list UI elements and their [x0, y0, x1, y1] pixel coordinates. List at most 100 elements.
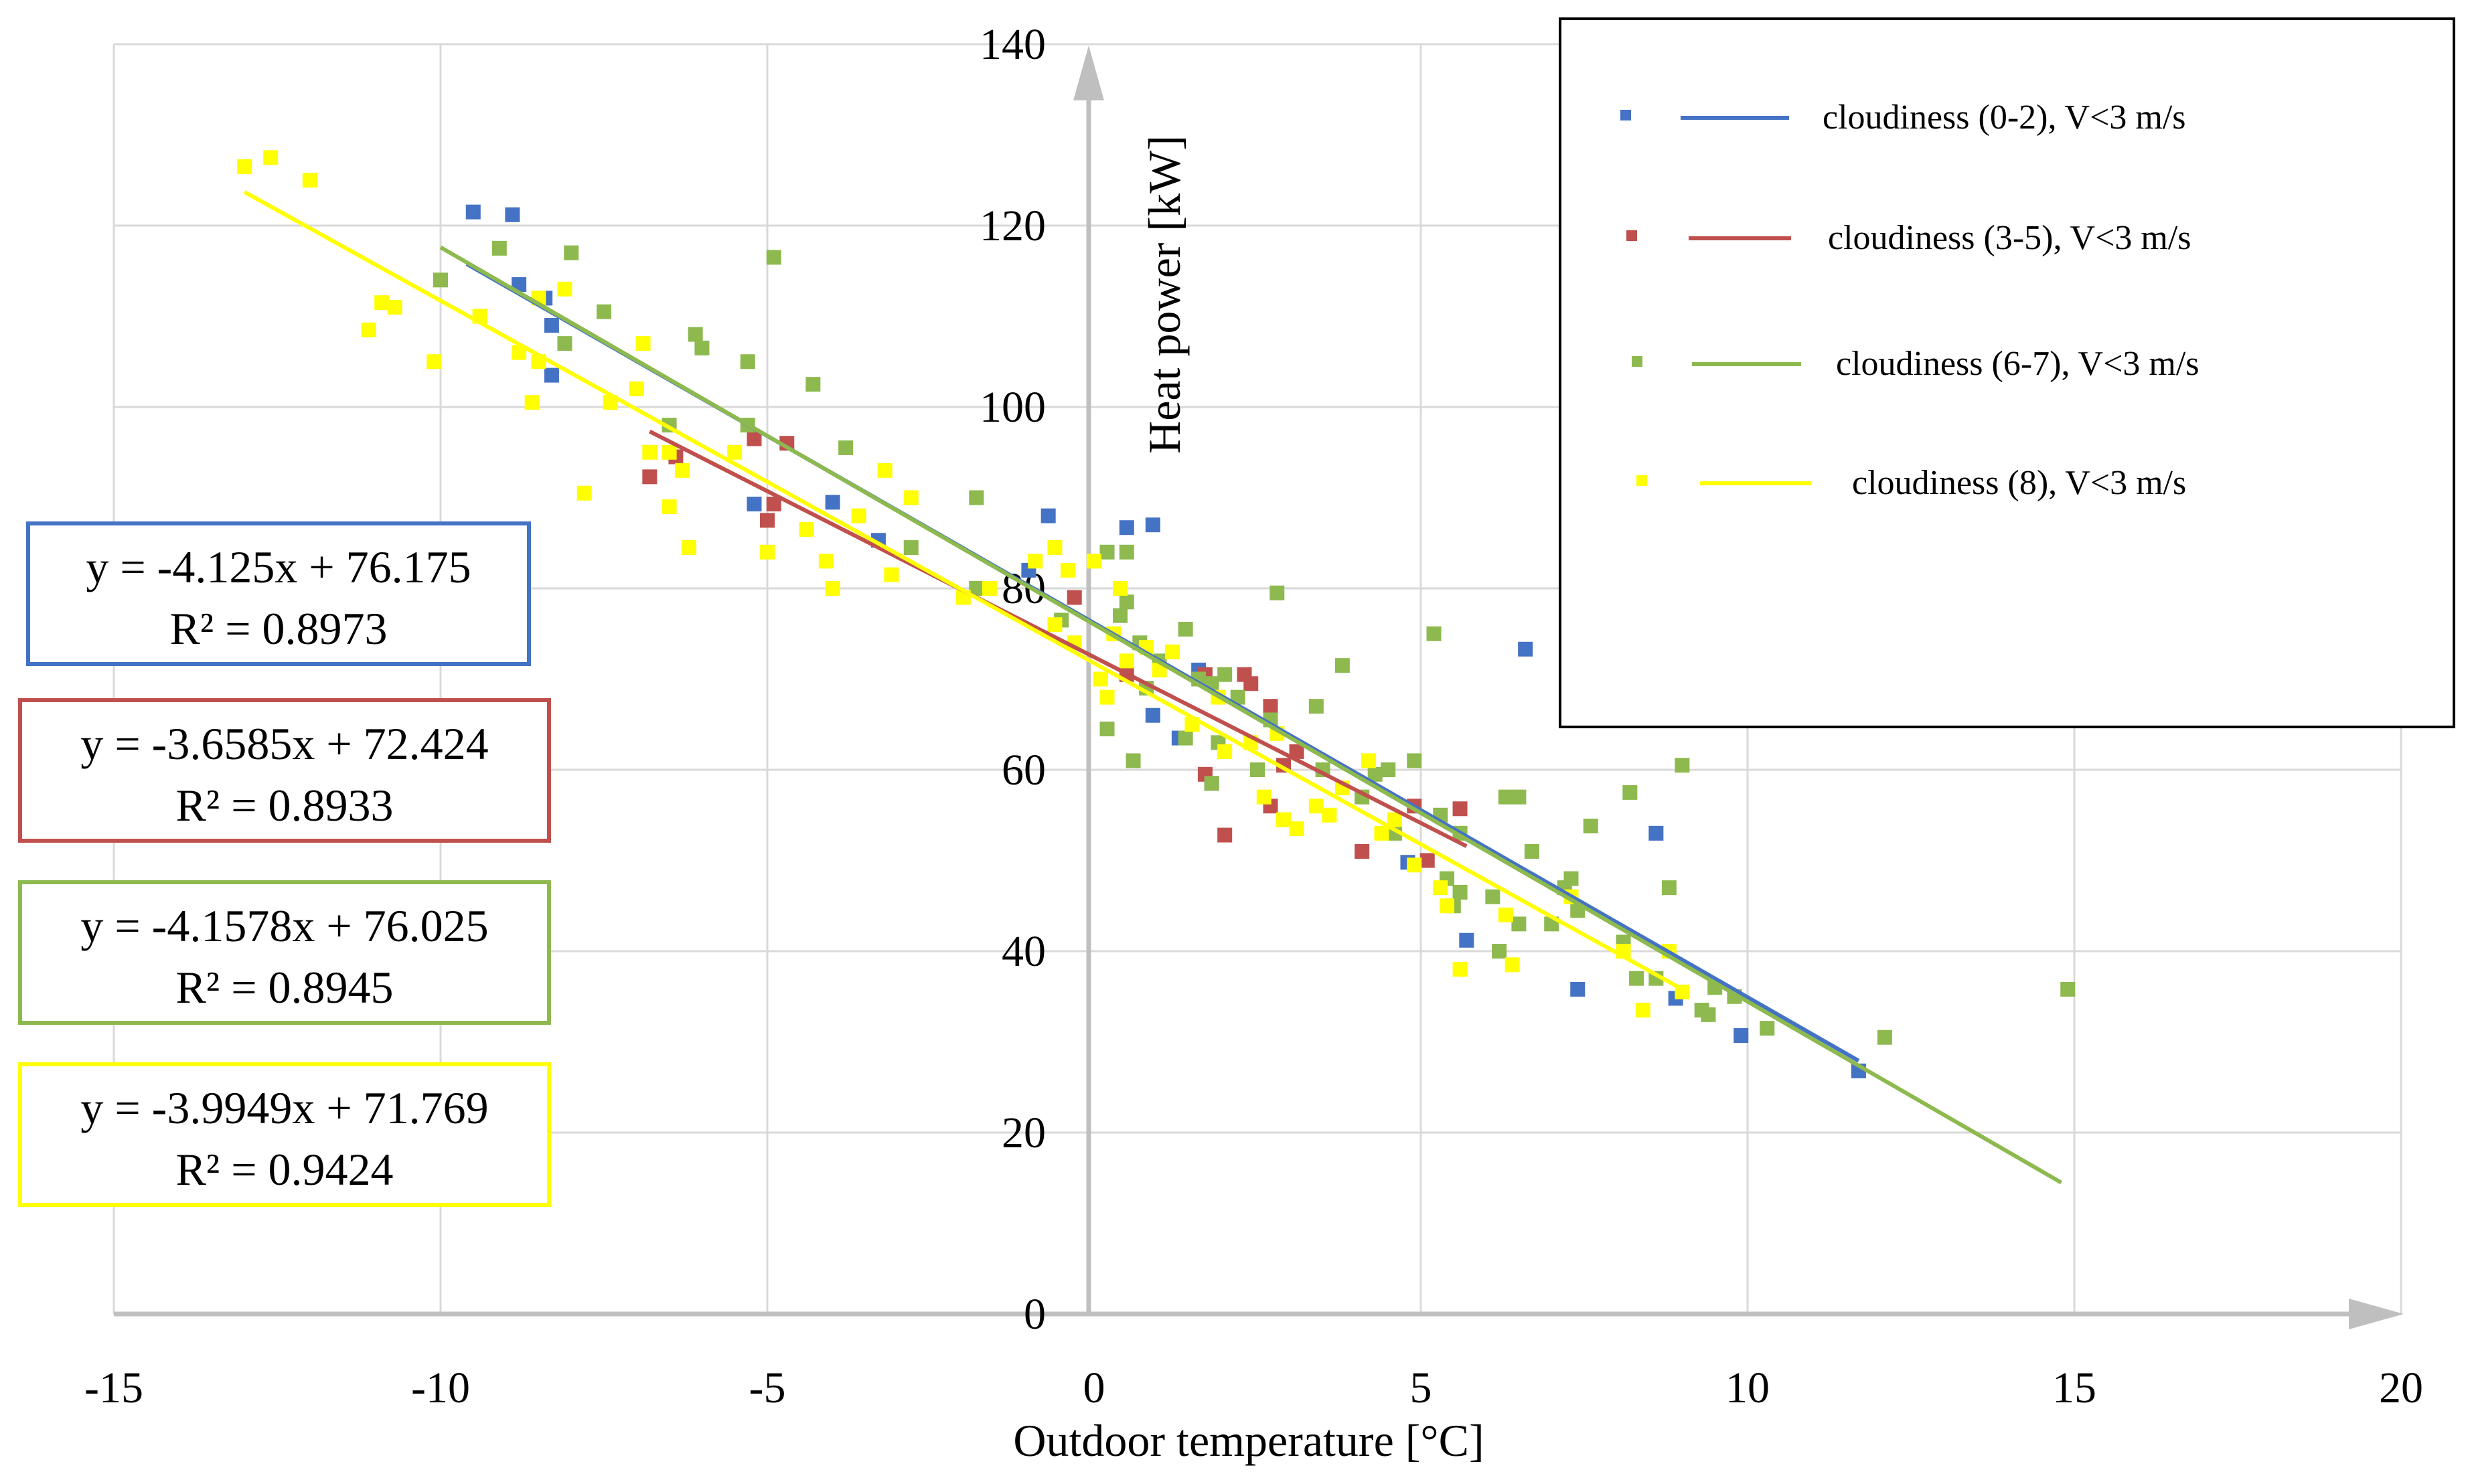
trendline-r-squared: R² = 0.8945 — [175, 962, 393, 1013]
series-2-trendline — [439, 245, 2062, 1185]
data-point — [1113, 608, 1128, 623]
data-point — [740, 354, 755, 369]
y-tick-label: 100 — [980, 383, 1046, 432]
data-point — [1563, 871, 1579, 886]
data-point — [1459, 932, 1474, 948]
trendline-equation: y = -3.9949x + 71.769 — [80, 1082, 488, 1133]
x-tick-label: 0 — [1083, 1364, 1105, 1412]
data-point — [766, 250, 781, 265]
data-points — [237, 150, 2076, 1078]
legend-label: cloudiness (6-7), V<3 m/s — [1836, 345, 2200, 383]
equation-box-3: y = -3.9949x + 71.769 R² = 0.9424 — [18, 1062, 551, 1207]
data-point — [1060, 562, 1075, 578]
y-tick-label: 40 — [1002, 927, 1046, 976]
data-point — [1648, 825, 1664, 841]
data-point — [1119, 520, 1134, 535]
legend-label: cloudiness (8), V<3 m/s — [1852, 464, 2186, 502]
data-point — [629, 381, 644, 396]
series-3-trendline — [243, 190, 1683, 991]
data-point — [1334, 658, 1350, 673]
data-point — [557, 281, 572, 297]
equation-box-border — [18, 880, 551, 1025]
data-point — [825, 581, 840, 596]
x-axis-title: Outdoor temperature [°C] — [1013, 1415, 1484, 1466]
data-point — [1361, 753, 1376, 768]
data-point — [1217, 827, 1233, 843]
data-point — [969, 581, 984, 596]
data-point — [1419, 853, 1435, 868]
data-point — [662, 499, 677, 515]
data-point — [1629, 971, 1644, 986]
data-point — [675, 463, 690, 478]
data-point — [838, 440, 854, 455]
data-point — [1498, 907, 1513, 922]
trendline-equation: y = -4.125x + 76.175 — [86, 542, 471, 592]
data-point — [387, 299, 402, 315]
trendline-equations: y = -4.125x + 76.175 R² = 0.8973 y = -3.65… — [18, 521, 551, 1207]
data-point — [1452, 884, 1468, 900]
data-point — [1217, 667, 1233, 682]
data-point — [1263, 699, 1278, 714]
y-tick-label: 140 — [980, 20, 1046, 69]
data-point — [433, 272, 448, 288]
x-tick-label: 5 — [1410, 1364, 1432, 1412]
data-point — [1204, 776, 1219, 791]
data-point — [1407, 753, 1422, 768]
data-point — [427, 354, 442, 369]
data-point — [1374, 825, 1389, 841]
x-axis-arrow — [2349, 1299, 2404, 1329]
data-point — [1119, 544, 1134, 560]
trendline-r-squared: R² = 0.8933 — [175, 780, 393, 831]
data-point — [1126, 753, 1141, 768]
data-point — [1093, 671, 1108, 687]
data-point — [1099, 722, 1115, 737]
data-point — [799, 521, 814, 537]
legend-marker — [1620, 110, 1631, 120]
data-point — [760, 544, 775, 560]
data-point — [1518, 641, 1533, 657]
equation-box-0: y = -4.125x + 76.175 R² = 0.8973 — [26, 521, 531, 666]
data-point — [1492, 944, 1507, 959]
data-point — [1067, 590, 1082, 605]
data-point — [1367, 766, 1383, 782]
data-point — [1145, 517, 1160, 533]
data-point — [1701, 1007, 1716, 1022]
data-point — [465, 204, 481, 220]
data-point — [1452, 962, 1468, 977]
data-point — [1426, 626, 1442, 641]
legend-label: cloudiness (3-5), V<3 m/s — [1828, 219, 2191, 257]
data-point — [1276, 812, 1292, 827]
data-point — [1485, 889, 1500, 904]
data-point — [1355, 843, 1370, 859]
equation-box-border — [26, 521, 531, 666]
y-tick-label: 0 — [1024, 1290, 1046, 1339]
data-point — [851, 508, 866, 523]
data-point — [597, 304, 611, 319]
data-point — [1040, 508, 1056, 523]
data-point — [1635, 1003, 1650, 1018]
data-point — [564, 245, 579, 260]
data-point — [361, 322, 376, 337]
legend: cloudiness (0-2), V<3 m/s cloudiness (3-5… — [1559, 17, 2455, 728]
data-point — [524, 395, 540, 410]
data-point — [1524, 843, 1539, 859]
data-point — [1047, 617, 1063, 633]
data-point — [491, 240, 507, 256]
data-point — [1289, 821, 1304, 837]
data-point — [877, 463, 893, 478]
x-tick-label: 20 — [2379, 1364, 2423, 1412]
data-point — [1733, 1028, 1749, 1044]
data-point — [1433, 880, 1448, 896]
x-tick-label: -15 — [84, 1364, 143, 1412]
data-point — [1250, 762, 1265, 777]
data-point — [642, 444, 658, 460]
data-point — [1230, 689, 1245, 705]
data-point — [642, 469, 658, 485]
trendline-equation: y = -4.1578x + 76.025 — [80, 900, 488, 951]
data-point — [1583, 819, 1598, 834]
y-tick-label: 20 — [1002, 1108, 1046, 1157]
series-3-points — [237, 150, 1690, 1018]
data-point — [1511, 916, 1527, 932]
trendline-equation: y = -3.6585x + 72.424 — [80, 718, 488, 769]
data-point — [1452, 801, 1468, 817]
